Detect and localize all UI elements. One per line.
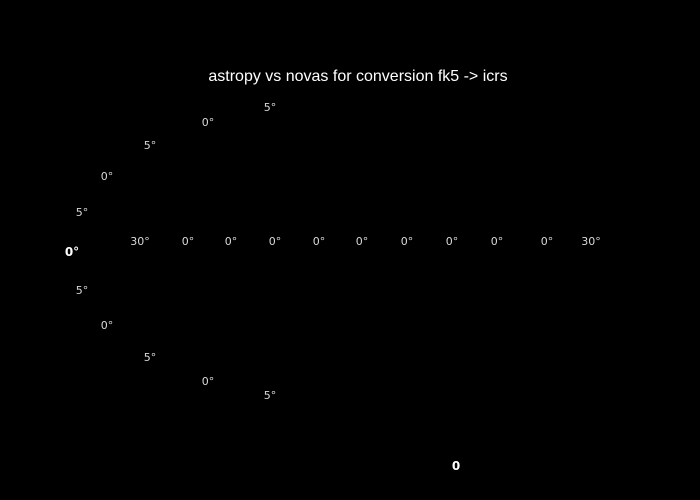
- longitude-tick-label: 0°: [491, 235, 504, 248]
- longitude-tick-label: 30°: [130, 235, 150, 248]
- colorbar-tick-label: 0: [452, 459, 460, 473]
- latitude-tick-label: 0°: [101, 170, 114, 183]
- latitude-tick-label: 5°: [144, 351, 157, 364]
- equator-tick-label: 0°: [65, 245, 79, 259]
- longitude-tick-label: 30°: [581, 235, 601, 248]
- latitude-tick-label: 5°: [144, 139, 157, 152]
- latitude-tick-label: 0°: [202, 116, 215, 129]
- latitude-tick-label: 5°: [76, 284, 89, 297]
- chart-title: astropy vs novas for conversion fk5 -> i…: [208, 68, 507, 85]
- longitude-tick-label: 0°: [313, 235, 326, 248]
- latitude-tick-label: 5°: [264, 101, 277, 114]
- latitude-tick-label: 5°: [264, 389, 277, 402]
- longitude-tick-label: 0°: [225, 235, 238, 248]
- latitude-tick-labels: 5° 0° 5° 0° 5° 5° 0° 5° 0° 5°: [76, 101, 277, 402]
- longitude-tick-label: 0°: [356, 235, 369, 248]
- latitude-tick-label: 5°: [76, 206, 89, 219]
- longitude-tick-labels: 30° 0° 0° 0° 0° 0° 0° 0° 0° 0° 30°: [130, 235, 601, 248]
- longitude-tick-label: 0°: [182, 235, 195, 248]
- latitude-tick-label: 0°: [202, 375, 215, 388]
- latitude-tick-label: 0°: [101, 319, 114, 332]
- longitude-tick-label: 0°: [446, 235, 459, 248]
- longitude-tick-label: 0°: [401, 235, 414, 248]
- longitude-tick-label: 0°: [269, 235, 282, 248]
- longitude-tick-label: 0°: [541, 235, 554, 248]
- colorbar-tick-labels: 0: [452, 459, 460, 473]
